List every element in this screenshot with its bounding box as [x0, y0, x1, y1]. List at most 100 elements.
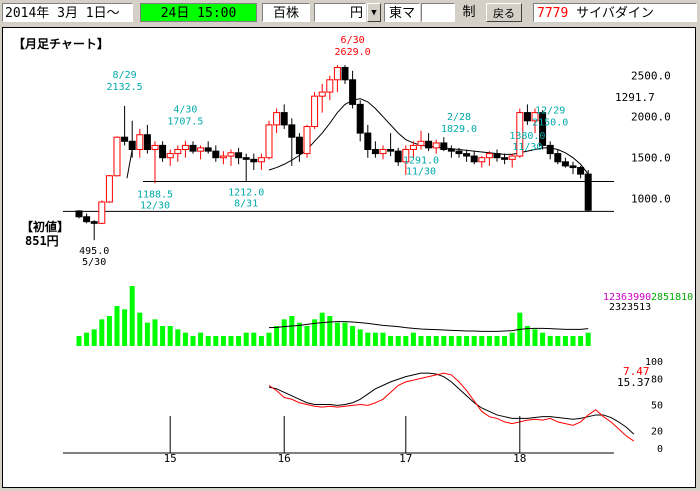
end-time-text: 24日 15:00	[160, 6, 237, 21]
candle-body	[159, 144, 167, 159]
volume-bar	[296, 322, 302, 346]
candle-body	[197, 147, 205, 152]
volume-bar	[114, 306, 120, 346]
volume-bar	[213, 336, 219, 346]
annotation-value: 1212.0	[228, 187, 264, 198]
volume-bar	[540, 332, 546, 346]
candle-body	[250, 158, 258, 163]
market-value-field[interactable]	[421, 3, 455, 22]
candle-body	[166, 153, 174, 159]
candle-body	[364, 132, 372, 150]
volume-bar	[502, 336, 508, 346]
trend-line	[126, 149, 133, 179]
annotation-value: 2629.0	[335, 47, 371, 58]
candle-body	[417, 140, 425, 146]
volume-bar	[236, 336, 242, 346]
volume-label-2: 2851810	[651, 292, 693, 303]
volume-bar	[372, 332, 378, 346]
start-date-text: 2014年 3月 1日	[5, 6, 107, 21]
volume-bar	[570, 336, 576, 346]
volume-bar	[471, 336, 477, 346]
volume-bar	[456, 336, 462, 346]
candle-body	[531, 112, 539, 122]
stock-field[interactable]: 7779 サイバダイン	[533, 3, 697, 22]
rsi-short-label: 7.47	[623, 365, 650, 378]
volume-bar	[342, 322, 348, 346]
annotation-value: 1707.5	[167, 117, 203, 128]
volume-bar	[129, 286, 135, 346]
volume-label-1: 12363990	[603, 292, 651, 303]
chevron-down-icon: ▼	[371, 8, 377, 18]
candle-body	[128, 140, 136, 151]
candle-body	[409, 144, 417, 151]
rsi-tick-label: 0	[657, 444, 663, 455]
candle-body	[349, 79, 357, 105]
candle-body	[333, 66, 341, 81]
rsi-tick-label: 20	[651, 427, 663, 438]
candle-body	[295, 136, 303, 155]
candle-body	[174, 149, 182, 155]
volume-bar	[357, 329, 363, 346]
candle-body	[432, 142, 440, 149]
volume-bar	[426, 336, 432, 346]
candle-body	[181, 144, 189, 151]
volume-bar	[585, 332, 591, 346]
stock-name: サイバダイン	[576, 6, 654, 21]
currency-dropdown-button[interactable]: ▼	[367, 3, 381, 22]
volume-bar	[258, 336, 264, 346]
annotation-date: 8/31	[234, 198, 258, 209]
candle-body	[546, 144, 554, 155]
rsi-long-label: 15.37	[617, 376, 650, 389]
annotation-date: 6/30	[341, 35, 365, 46]
volume-bar	[578, 336, 584, 346]
volume-bar	[388, 336, 394, 346]
volume-bar	[486, 336, 492, 346]
volume-bar	[334, 322, 340, 346]
volume-bar	[319, 312, 325, 346]
currency-value: 円	[349, 6, 363, 21]
volume-bar	[547, 336, 553, 346]
back-button[interactable]: 戻る	[486, 3, 522, 22]
end-time-field[interactable]: 24日 15:00	[140, 3, 257, 22]
volume-bar	[122, 309, 128, 346]
restriction-text: 制	[462, 5, 476, 20]
start-date-field[interactable]: 2014年 3月 1日～	[2, 3, 133, 22]
volume-bar	[76, 336, 82, 346]
candle-body	[508, 155, 516, 160]
volume-bar	[137, 312, 143, 346]
candle-body	[341, 66, 349, 81]
volume-bar	[84, 332, 90, 346]
candle-body	[113, 136, 121, 177]
candle-body	[379, 149, 387, 155]
volume-bar	[380, 332, 386, 346]
candle-body	[189, 144, 197, 152]
candle-body	[561, 161, 569, 167]
initial-value: 851円	[25, 234, 59, 248]
volume-bar	[160, 326, 166, 346]
annotation-value: 1380.0	[509, 131, 545, 142]
volume-bar	[220, 336, 226, 346]
price-tick-label: 1500.0	[631, 152, 671, 165]
candle-body	[219, 155, 227, 159]
candle-body	[523, 112, 531, 122]
volume-bar	[281, 319, 287, 346]
candle-body	[212, 150, 220, 159]
volume-bar	[365, 332, 371, 346]
currency-field[interactable]: 円	[314, 3, 366, 22]
volume-bar	[144, 322, 150, 346]
volume-bar	[410, 332, 416, 346]
volume-bar	[106, 316, 112, 346]
volume-bar	[562, 336, 568, 346]
x-tick-label: 16	[278, 452, 291, 465]
candle-body	[143, 134, 151, 150]
candle-body	[447, 149, 455, 152]
volume-bar	[167, 326, 173, 346]
rsi-tick-label: 50	[651, 401, 663, 412]
volume-bar	[274, 326, 280, 346]
candle-body	[493, 153, 501, 159]
candle-body	[90, 221, 98, 224]
last-price-label: 1291.7	[615, 91, 655, 104]
annotation-date: 2/28	[447, 112, 471, 123]
volume-bar	[350, 326, 356, 346]
volume-bar	[198, 332, 204, 346]
